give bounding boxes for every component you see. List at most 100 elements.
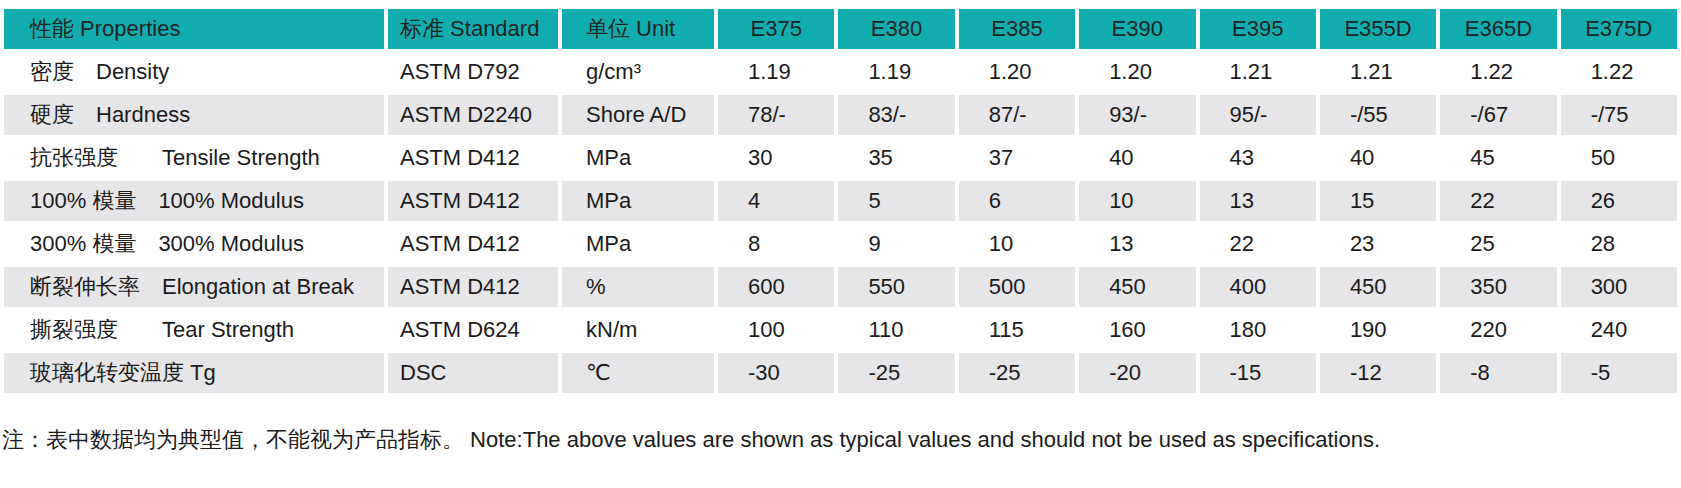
column-header-grade-e385: E385 bbox=[959, 9, 1075, 49]
header-row: 性能 Properties 标准 Standard 单位 Unit E375 E… bbox=[4, 9, 1677, 49]
value-cell: -/55 bbox=[1320, 95, 1436, 135]
standard-cell: ASTM D412 bbox=[388, 181, 558, 221]
unit-cell: Shore A/D bbox=[562, 95, 714, 135]
value-cell: 37 bbox=[959, 138, 1075, 178]
standard-cell: ASTM D412 bbox=[388, 138, 558, 178]
value-cell: 1.21 bbox=[1320, 52, 1436, 92]
value-cell: 10 bbox=[1079, 181, 1195, 221]
value-cell: 22 bbox=[1200, 224, 1316, 264]
column-header-grade-e390: E390 bbox=[1079, 9, 1195, 49]
column-header-grade-e375: E375 bbox=[718, 9, 834, 49]
value-cell: 35 bbox=[838, 138, 954, 178]
property-name: 玻璃化转变温度 Tg bbox=[4, 353, 384, 393]
value-cell: 100 bbox=[718, 310, 834, 350]
value-cell: -/75 bbox=[1561, 95, 1677, 135]
unit-cell: ℃ bbox=[562, 353, 714, 393]
value-cell: 4 bbox=[718, 181, 834, 221]
unit-cell: kN/m bbox=[562, 310, 714, 350]
column-header-grade-e380: E380 bbox=[838, 9, 954, 49]
value-cell: -20 bbox=[1079, 353, 1195, 393]
property-name: 300% 模量 300% Modulus bbox=[4, 224, 384, 264]
value-cell: 1.19 bbox=[838, 52, 954, 92]
value-cell: -25 bbox=[838, 353, 954, 393]
table-row-300-modulus: 300% 模量 300% Modulus ASTM D412 MPa 8 9 1… bbox=[4, 224, 1677, 264]
value-cell: 93/- bbox=[1079, 95, 1195, 135]
standard-cell: ASTM D2240 bbox=[388, 95, 558, 135]
value-cell: 180 bbox=[1200, 310, 1316, 350]
value-cell: 1.19 bbox=[718, 52, 834, 92]
column-header-unit: 单位 Unit bbox=[562, 9, 714, 49]
value-cell: 450 bbox=[1079, 267, 1195, 307]
standard-cell: ASTM D624 bbox=[388, 310, 558, 350]
value-cell: -/67 bbox=[1440, 95, 1556, 135]
column-header-grade-e395: E395 bbox=[1200, 9, 1316, 49]
datasheet-page: 性能 Properties 标准 Standard 单位 Unit E375 E… bbox=[0, 0, 1681, 488]
value-cell: 1.21 bbox=[1200, 52, 1316, 92]
unit-cell: MPa bbox=[562, 224, 714, 264]
table-row-tg: 玻璃化转变温度 Tg DSC ℃ -30 -25 -25 -20 -15 -12… bbox=[4, 353, 1677, 393]
column-header-grade-e365d: E365D bbox=[1440, 9, 1556, 49]
unit-cell: MPa bbox=[562, 138, 714, 178]
value-cell: 500 bbox=[959, 267, 1075, 307]
value-cell: 6 bbox=[959, 181, 1075, 221]
value-cell: 28 bbox=[1561, 224, 1677, 264]
value-cell: 450 bbox=[1320, 267, 1436, 307]
value-cell: 1.20 bbox=[1079, 52, 1195, 92]
value-cell: 400 bbox=[1200, 267, 1316, 307]
value-cell: 87/- bbox=[959, 95, 1075, 135]
value-cell: -12 bbox=[1320, 353, 1436, 393]
value-cell: 15 bbox=[1320, 181, 1436, 221]
standard-cell: DSC bbox=[388, 353, 558, 393]
table-row-elongation: 断裂伸长率 Elongation at Break ASTM D412 % 60… bbox=[4, 267, 1677, 307]
value-cell: 78/- bbox=[718, 95, 834, 135]
unit-cell: % bbox=[562, 267, 714, 307]
table-body: 密度 Density ASTM D792 g/cm³ 1.19 1.19 1.2… bbox=[4, 52, 1677, 393]
value-cell: 22 bbox=[1440, 181, 1556, 221]
value-cell: 13 bbox=[1079, 224, 1195, 264]
value-cell: 45 bbox=[1440, 138, 1556, 178]
value-cell: 23 bbox=[1320, 224, 1436, 264]
value-cell: -15 bbox=[1200, 353, 1316, 393]
table-row-100-modulus: 100% 模量 100% Modulus ASTM D412 MPa 4 5 6… bbox=[4, 181, 1677, 221]
value-cell: 240 bbox=[1561, 310, 1677, 350]
value-cell: -30 bbox=[718, 353, 834, 393]
value-cell: 9 bbox=[838, 224, 954, 264]
value-cell: 40 bbox=[1079, 138, 1195, 178]
properties-table: 性能 Properties 标准 Standard 单位 Unit E375 E… bbox=[0, 0, 1681, 396]
value-cell: 50 bbox=[1561, 138, 1677, 178]
property-name: 100% 模量 100% Modulus bbox=[4, 181, 384, 221]
value-cell: 110 bbox=[838, 310, 954, 350]
value-cell: -5 bbox=[1561, 353, 1677, 393]
value-cell: 40 bbox=[1320, 138, 1436, 178]
value-cell: 26 bbox=[1561, 181, 1677, 221]
value-cell: 30 bbox=[718, 138, 834, 178]
value-cell: 300 bbox=[1561, 267, 1677, 307]
value-cell: 220 bbox=[1440, 310, 1556, 350]
value-cell: 13 bbox=[1200, 181, 1316, 221]
column-header-standard: 标准 Standard bbox=[388, 9, 558, 49]
value-cell: 1.20 bbox=[959, 52, 1075, 92]
value-cell: 10 bbox=[959, 224, 1075, 264]
value-cell: 600 bbox=[718, 267, 834, 307]
property-name: 硬度 Hardness bbox=[4, 95, 384, 135]
value-cell: 83/- bbox=[838, 95, 954, 135]
column-header-grade-e355d: E355D bbox=[1320, 9, 1436, 49]
property-name: 密度 Density bbox=[4, 52, 384, 92]
property-name: 断裂伸长率 Elongation at Break bbox=[4, 267, 384, 307]
value-cell: -8 bbox=[1440, 353, 1556, 393]
table-note: 注：表中数据均为典型值，不能视为产品指标。 Note:The above val… bbox=[2, 426, 1681, 454]
column-header-properties: 性能 Properties bbox=[4, 9, 384, 49]
value-cell: 95/- bbox=[1200, 95, 1316, 135]
value-cell: 115 bbox=[959, 310, 1075, 350]
value-cell: 8 bbox=[718, 224, 834, 264]
table-row-hardness: 硬度 Hardness ASTM D2240 Shore A/D 78/- 83… bbox=[4, 95, 1677, 135]
standard-cell: ASTM D792 bbox=[388, 52, 558, 92]
value-cell: 550 bbox=[838, 267, 954, 307]
property-name: 撕裂强度 Tear Strength bbox=[4, 310, 384, 350]
standard-cell: ASTM D412 bbox=[388, 267, 558, 307]
value-cell: 160 bbox=[1079, 310, 1195, 350]
value-cell: 25 bbox=[1440, 224, 1556, 264]
unit-cell: MPa bbox=[562, 181, 714, 221]
standard-cell: ASTM D412 bbox=[388, 224, 558, 264]
property-name: 抗张强度 Tensile Strength bbox=[4, 138, 384, 178]
